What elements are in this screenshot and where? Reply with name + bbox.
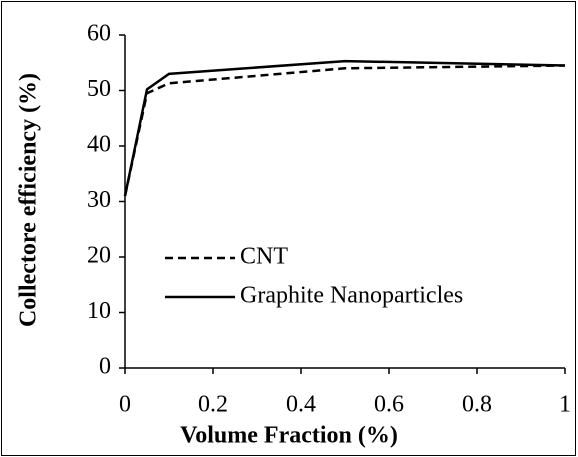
x-tick-label: 0 <box>119 392 131 418</box>
y-tick-label: 0 <box>99 354 111 380</box>
series-line <box>123 59 566 197</box>
y-tick-label: 40 <box>87 132 111 158</box>
legend-label: Graphite Nanoparticles <box>240 283 463 309</box>
y-tick-label: 60 <box>87 21 111 47</box>
x-tick-label: 0.4 <box>286 392 316 418</box>
x-tick-label: 0.8 <box>462 392 492 418</box>
y-tick-label: 50 <box>87 76 111 102</box>
y-tick-label: 30 <box>87 187 111 213</box>
x-tick-label: 0.2 <box>198 392 228 418</box>
series-line <box>123 64 566 197</box>
legend-label: CNT <box>240 244 288 270</box>
y-tick-label: 10 <box>87 298 111 324</box>
x-axis-label: Volume Fraction (%) <box>180 423 398 449</box>
y-tick-label: 20 <box>87 243 111 269</box>
x-tick-label: 0.6 <box>374 392 404 418</box>
x-tick-label: 1 <box>559 392 571 418</box>
y-axis-label: Collectore efficiency (%) <box>16 73 42 327</box>
